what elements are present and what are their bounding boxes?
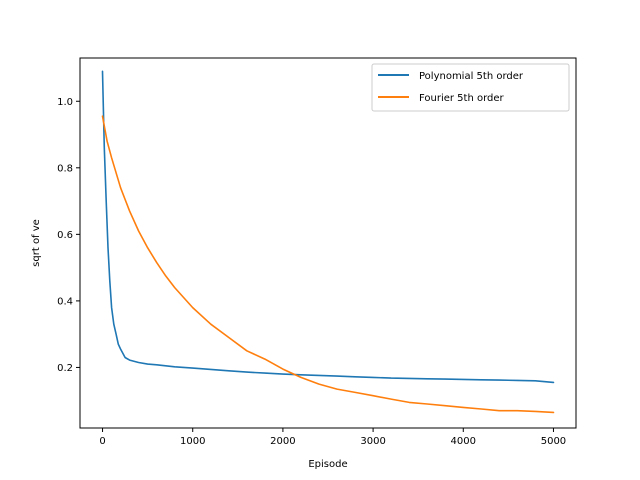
x-tick-label: 5000: [541, 436, 566, 447]
legend-label-fourier: Fourier 5th order: [419, 93, 505, 104]
x-tick-label: 1000: [180, 436, 205, 447]
x-axis-ticks: 0 1000 2000 3000 4000 5000: [99, 428, 566, 447]
y-tick-label: 1.0: [57, 97, 73, 108]
legend: Polynomial 5th order Fourier 5th order: [371, 63, 570, 112]
y-axis-ticks: 0.2 0.4 0.6 0.8 1.0: [57, 97, 80, 374]
series-line-polynomial: [101, 70, 555, 384]
plot-frame: [79, 57, 577, 429]
y-tick-label: 0.6: [57, 230, 73, 241]
y-tick-label: 0.4: [57, 296, 73, 307]
plot-background: [80, 58, 576, 428]
x-tick-label: 0: [99, 436, 105, 447]
legend-label-polynomial: Polynomial 5th order: [419, 71, 524, 82]
x-tick-label: 4000: [451, 436, 476, 447]
y-axis-label: sqrt of ve: [31, 219, 42, 267]
series-layer: [101, 70, 555, 414]
y-tick-label: 0.8: [57, 163, 73, 174]
legend-box: [371, 63, 570, 112]
series-line-fourier: [101, 115, 555, 414]
y-tick-label: 0.2: [57, 363, 73, 374]
x-tick-label: 3000: [360, 436, 385, 447]
x-tick-label: 2000: [270, 436, 295, 447]
x-axis-label: Episode: [308, 459, 347, 470]
